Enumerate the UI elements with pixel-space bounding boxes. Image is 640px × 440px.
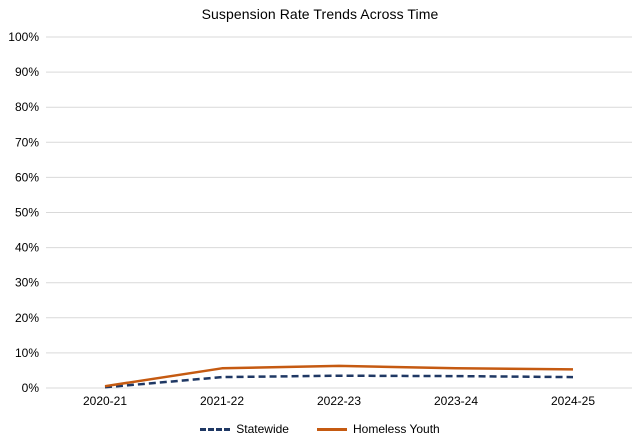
chart-title: Suspension Rate Trends Across Time xyxy=(201,6,439,22)
y-tick-label: 60% xyxy=(15,170,39,184)
plot-area: 0% 10% 20% 30% 40% 50% 60% 70% 80% 90% 100% 2020-21… xyxy=(8,30,632,408)
series-line-statewide xyxy=(104,374,574,389)
legend-label-homeless-youth: Homeless Youth xyxy=(352,422,440,436)
statewide-line-swatch-icon xyxy=(200,427,231,431)
x-tick-label: 2024-25 xyxy=(551,394,595,408)
homeless-youth-line-swatch-icon xyxy=(316,427,347,431)
y-tick-label: 50% xyxy=(15,206,39,220)
y-tick-label: 10% xyxy=(15,346,39,360)
y-tick-label: 90% xyxy=(15,65,39,79)
y-tick-label: 0% xyxy=(22,381,40,395)
chart-legend: Statewide Homeless Youth xyxy=(0,422,640,436)
y-tick-label: 100% xyxy=(8,30,39,44)
x-tick-label: 2020-21 xyxy=(83,394,127,408)
series-line-homeless-youth xyxy=(104,364,574,388)
x-tick-label: 2021-22 xyxy=(200,394,244,408)
y-tick-label: 70% xyxy=(15,135,39,149)
x-tick-label: 2023-24 xyxy=(434,394,478,408)
y-tick-label: 80% xyxy=(15,100,39,114)
legend-item-statewide: Statewide xyxy=(200,422,289,436)
x-tick-label: 2022-23 xyxy=(317,394,361,408)
legend-item-homeless-youth: Homeless Youth xyxy=(316,422,440,436)
y-tick-label: 40% xyxy=(15,241,39,255)
legend-label-statewide: Statewide xyxy=(236,422,289,436)
y-tick-label: 20% xyxy=(15,311,39,325)
y-tick-label: 30% xyxy=(15,276,39,290)
